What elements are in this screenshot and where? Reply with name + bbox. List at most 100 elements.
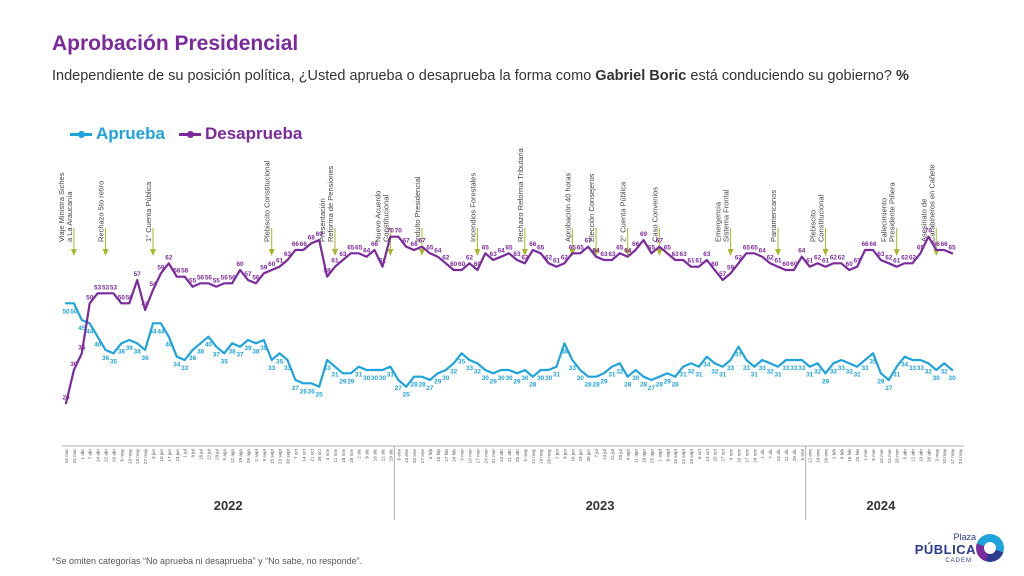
data-label-aprueba: 38 [561, 348, 569, 355]
x-tick-label: 24 nov [752, 448, 757, 462]
data-label-aprueba: 26 [308, 388, 316, 395]
data-label-aprueba: 31 [387, 372, 395, 379]
x-tick-label: 19 may [539, 448, 544, 464]
event-marker-arrow-icon [624, 249, 631, 256]
data-label-desaprueba: 63 [680, 251, 688, 258]
x-tick-label: 10 nov [736, 448, 741, 462]
event-marker-arrow-icon [822, 249, 829, 256]
legend-item-aprueba: Aprueba [70, 124, 165, 144]
data-label-aprueba: 33 [838, 365, 846, 372]
event-annotation-label: Caso Convenios [650, 187, 659, 242]
x-tick-label: 17 nov [744, 448, 749, 462]
data-label-desaprueba: 61 [774, 258, 782, 265]
data-label-desaprueba: 62 [838, 254, 846, 261]
x-tick-label: 14 jul [602, 449, 607, 460]
data-label-desaprueba: 58 [173, 268, 181, 275]
data-label-desaprueba: 66 [933, 241, 941, 248]
event-annotation-label: Viaje Ministra Siches [57, 172, 66, 242]
data-label-aprueba: 27 [292, 385, 300, 392]
data-label-aprueba: 28 [672, 382, 680, 389]
data-label-aprueba: 27 [648, 385, 656, 392]
data-label-desaprueba: 65 [569, 244, 577, 251]
x-tick-label: 25 ago [649, 449, 654, 463]
x-tick-label: 3 may [934, 448, 939, 461]
event-marker-arrow-icon [593, 249, 600, 256]
event-annotation-label: Presentación [318, 198, 327, 242]
data-label-desaprueba: 63 [672, 251, 680, 258]
data-label-desaprueba: 60 [711, 261, 719, 268]
data-label-aprueba: 37 [236, 352, 244, 359]
x-tick-label: 28 oct [317, 448, 322, 461]
x-tick-label: 15 jul [198, 449, 203, 460]
data-label-aprueba: 31 [854, 372, 862, 379]
data-label-aprueba: 33 [727, 365, 735, 372]
data-label-aprueba: 29 [664, 378, 672, 385]
data-label-desaprueba: 55 [213, 278, 221, 285]
data-label-desaprueba: 62 [561, 254, 569, 261]
data-label-aprueba: 28 [418, 382, 426, 389]
data-label-aprueba: 25 [316, 392, 324, 399]
data-label-desaprueba: 66 [371, 241, 379, 248]
data-label-aprueba: 40 [94, 342, 102, 349]
data-label-aprueba: 29 [347, 378, 355, 385]
data-label-desaprueba: 61 [553, 258, 561, 265]
event-marker-arrow-icon [102, 249, 109, 256]
legend-item-desaprueba: Desaprueba [178, 124, 302, 144]
data-label-aprueba: 31 [751, 372, 759, 379]
data-label-aprueba: 50 [70, 308, 78, 315]
data-label-desaprueba: 53 [102, 284, 110, 291]
data-label-desaprueba: 61 [806, 258, 814, 265]
data-label-aprueba: 30 [505, 375, 513, 382]
series-line-desaprueba [64, 235, 954, 405]
data-label-desaprueba: 64 [363, 248, 371, 255]
data-label-desaprueba: 63 [877, 251, 885, 258]
data-label-desaprueba: 62 [521, 254, 529, 261]
x-tick-label: 2 sept [254, 448, 259, 461]
logo-mark-icon [976, 534, 1004, 562]
x-tick-label: 24 feb [452, 449, 457, 462]
x-tick-label: 3 nov [729, 448, 734, 460]
data-label-aprueba: 32 [846, 368, 854, 375]
data-label-aprueba: 30 [363, 375, 371, 382]
x-tick-label: 28 abr [515, 449, 520, 462]
event-marker-arrow-icon [70, 249, 77, 256]
data-label-aprueba: 32 [711, 368, 719, 375]
x-tick-label: 12 may [531, 448, 536, 464]
data-label-aprueba: 31 [331, 372, 339, 379]
page-subtitle: Independiente de su posición política, ¿… [52, 66, 952, 86]
data-label-aprueba: 32 [450, 368, 458, 375]
data-label-desaprueba: 61 [695, 258, 703, 265]
subtitle-text: Independiente de su posición política, ¿… [52, 68, 596, 84]
data-label-desaprueba: 61 [854, 258, 862, 265]
x-tick-label: 3 jun [151, 449, 156, 459]
x-tick-label: 7 dic [768, 448, 773, 458]
data-label-aprueba: 38 [118, 348, 126, 355]
data-label-aprueba: 30 [498, 375, 506, 382]
data-label-desaprueba: 65 [577, 244, 585, 251]
data-label-aprueba: 32 [830, 368, 838, 375]
data-label-aprueba: 33 [862, 365, 870, 372]
data-label-desaprueba: 62 [735, 254, 743, 261]
data-label-aprueba: 33 [798, 365, 806, 372]
data-label-desaprueba: 62 [165, 254, 173, 261]
x-tick-label: 5 may [523, 448, 528, 461]
x-tick-label: 21 jul [610, 449, 615, 460]
data-label-desaprueba: 56 [229, 274, 237, 281]
data-label-desaprueba: 63 [339, 251, 347, 258]
data-label-desaprueba: 60 [782, 261, 790, 268]
x-tick-label: 13 ene [404, 449, 409, 463]
year-label: 2024 [866, 498, 896, 513]
subtitle-bold: Gabriel Boric [595, 68, 687, 84]
x-tick-label: 7 jul [594, 449, 599, 457]
x-tick-label: 19 abr [918, 449, 923, 462]
event-marker-arrow-icon [474, 249, 481, 256]
data-label-aprueba: 36 [142, 355, 150, 362]
x-tick-label: 8 jul [191, 449, 196, 457]
event-marker-arrow-icon [727, 249, 734, 256]
data-label-aprueba: 31 [719, 372, 727, 379]
x-tick-label: 3 mar [460, 449, 465, 461]
event-annotation-label: 1° Cuenta Pública [144, 181, 153, 242]
data-label-aprueba: 28 [411, 382, 419, 389]
data-label-desaprueba: 63 [600, 251, 608, 258]
